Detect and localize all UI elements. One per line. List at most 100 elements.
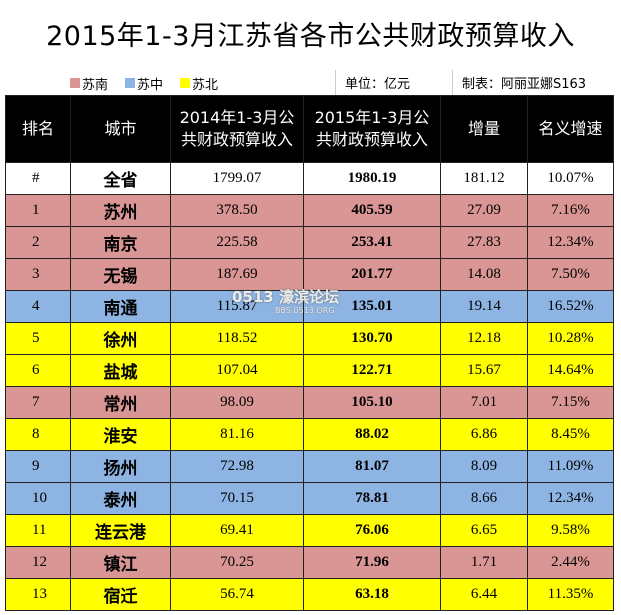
table-cell: 12 [5,546,71,579]
table-cell: 泰州 [70,482,171,515]
legend-label: 苏北 [192,77,219,93]
legend-swatch [180,78,190,88]
table-row: 4 南通 115.87 135.01 19.14 16.52% [5,290,614,323]
table-row: 2 南京 225.58 253.41 27.83 12.34% [5,226,614,259]
table-cell: 81.16 [170,418,304,451]
table-cell: 10.28% [527,322,614,355]
table-cell: 13 [5,578,71,611]
column-header: 2015年1-3月公共财政预算收入 [303,95,441,163]
table-row: 7 常州 98.09 105.10 7.01 7.15% [5,386,614,419]
header-row: 排名 城市 2014年1-3月公共财政预算收入 2015年1-3月公共财政预算收入 增量… [5,95,614,163]
table-cell: 405.59 [303,194,441,227]
table-cell: 苏州 [70,194,171,227]
table-row: 6 盐城 107.04 122.71 15.67 14.64% [5,354,614,387]
table-cell: 6.44 [440,578,528,611]
table-cell: 201.77 [303,258,441,291]
table-cell: 无锡 [70,258,171,291]
table-cell: 107.04 [170,354,304,387]
table-cell: 7.50% [527,258,614,291]
table-cell: 7.15% [527,386,614,419]
table-cell: 全省 [70,162,171,195]
table-cell: 6.65 [440,514,528,547]
table-cell: 70.25 [170,546,304,579]
table-row: 12 镇江 70.25 71.96 1.71 2.44% [5,546,614,579]
table-cell: 118.52 [170,322,304,355]
data-table: 排名 城市 2014年1-3月公共财政预算收入 2015年1-3月公共财政预算收入 增量… [5,95,614,611]
unit: 单位：亿元 [345,77,411,92]
table-cell: 9 [5,450,71,483]
table-cell: 7 [5,386,71,419]
table-cell: 10 [5,482,71,515]
table-cell: 81.07 [303,450,441,483]
table-cell: 16.52% [527,290,614,323]
table-row: 10 泰州 70.15 78.81 8.66 12.34% [5,482,614,515]
table-cell: 12.34% [527,482,614,515]
table-cell: 2 [5,226,71,259]
table-cell: 71.96 [303,546,441,579]
divider [452,70,453,95]
table-cell: 56.74 [170,578,304,611]
legend-label: 苏南 [82,77,109,93]
table-cell: 1.71 [440,546,528,579]
column-header: 排名 [5,95,71,163]
legend-label: 苏中 [137,77,164,93]
table-cell: 19.14 [440,290,528,323]
table-cell: 2.44% [527,546,614,579]
table-cell: 72.98 [170,450,304,483]
table-cell: 11.09% [527,450,614,483]
table-cell: 187.69 [170,258,304,291]
table-cell: 南京 [70,226,171,259]
table-cell: 淮安 [70,418,171,451]
table-cell: 镇江 [70,546,171,579]
column-header: 名义增速 [527,95,614,163]
table-cell: 78.81 [303,482,441,515]
table-cell: 253.41 [303,226,441,259]
table-cell: 连云港 [70,514,171,547]
table-cell: 盐城 [70,354,171,387]
table-cell: 12.34% [527,226,614,259]
table-row: # 全省 1799.07 1980.19 181.12 10.07% [5,162,614,195]
table-cell: 27.09 [440,194,528,227]
table-row: 5 徐州 118.52 130.70 12.18 10.28% [5,322,614,355]
table-cell: 14.08 [440,258,528,291]
table-cell: 105.10 [303,386,441,419]
table-body: # 全省 1799.07 1980.19 181.12 10.07% 1 苏州 378.50 40… [5,162,614,611]
maker: 制表：阿丽亚娜S163 [462,77,587,92]
table-cell: 27.83 [440,226,528,259]
table-cell: 69.41 [170,514,304,547]
table-cell: 225.58 [170,226,304,259]
table-cell: 12.18 [440,322,528,355]
table-cell: 1799.07 [170,162,304,195]
table-cell: 8.09 [440,450,528,483]
table-cell: 122.71 [303,354,441,387]
table-cell: 63.18 [303,578,441,611]
table-cell: 11.35% [527,578,614,611]
table-cell: 7.16% [527,194,614,227]
table-row: 8 淮安 81.16 88.02 6.86 8.45% [5,418,614,451]
table-cell: 徐州 [70,322,171,355]
watermark-url: BBS.0513.ORG [275,306,335,315]
legend-item: 苏南 [70,73,108,93]
table-cell: 88.02 [303,418,441,451]
legend-item: 苏中 [125,73,163,93]
table-cell: 76.06 [303,514,441,547]
table-row: 3 无锡 187.69 201.77 14.08 7.50% [5,258,614,291]
table-cell: 南通 [70,290,171,323]
table-cell: 130.70 [303,322,441,355]
table-cell: 8.45% [527,418,614,451]
table-cell: # [5,162,71,195]
table-cell: 14.64% [527,354,614,387]
table-cell: 7.01 [440,386,528,419]
legend-swatch [70,78,80,88]
table-row: 13 宿迁 56.74 63.18 6.44 11.35% [5,578,614,611]
table-cell: 扬州 [70,450,171,483]
column-header: 2014年1-3月公共财政预算收入 [170,95,304,163]
table-cell: 宿迁 [70,578,171,611]
table-row: 9 扬州 72.98 81.07 8.09 11.09% [5,450,614,483]
table-cell: 4 [5,290,71,323]
table-cell: 135.01 [303,290,441,323]
table-cell: 5 [5,322,71,355]
title: 2015年1-3月江苏省各市公共财政预算收入 [46,21,575,52]
table-cell: 常州 [70,386,171,419]
